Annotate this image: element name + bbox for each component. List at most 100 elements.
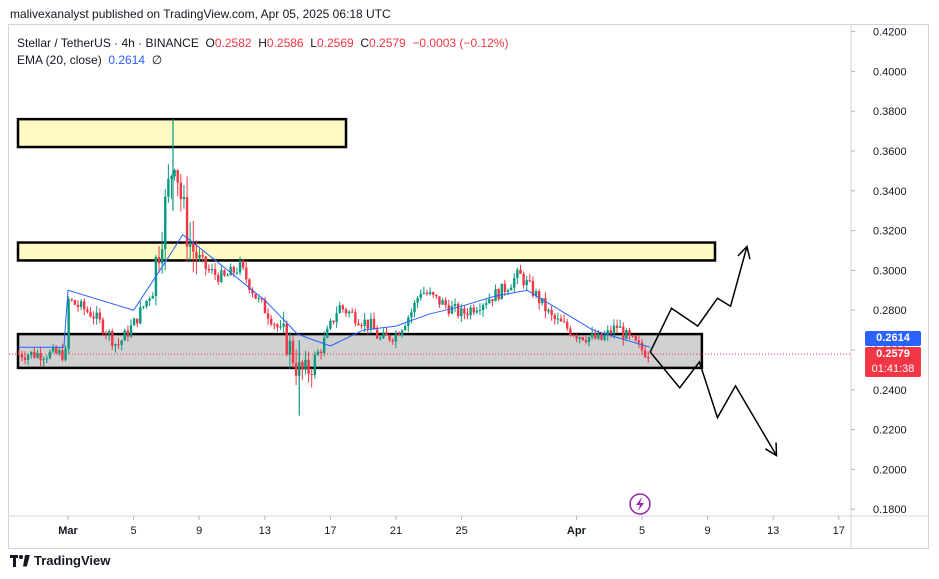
- candle-body: [316, 351, 320, 356]
- candle-body: [145, 300, 148, 307]
- chart-frame[interactable]: [8, 24, 929, 549]
- candle-body: [456, 303, 460, 317]
- candle-body: [319, 351, 323, 353]
- candle-body: [251, 290, 254, 294]
- chart-legend: Stellar / TetherUS · 4h · BINANCE O0.258…: [17, 35, 508, 69]
- candle-body: [640, 342, 644, 351]
- x-tick-label: 25: [455, 525, 467, 537]
- candle-body: [503, 283, 507, 292]
- candle-body: [188, 242, 192, 247]
- candle-body: [441, 300, 444, 305]
- ema-label[interactable]: EMA (20, close): [17, 53, 102, 67]
- candle-body: [472, 307, 475, 313]
- projection-down-arrow: [649, 351, 778, 456]
- low-value: 0.2569: [316, 36, 354, 50]
- candle-body: [39, 353, 42, 361]
- candle-body: [182, 197, 186, 200]
- lightning-icon: [629, 493, 651, 515]
- candle-body: [432, 292, 435, 295]
- y-tick-label: 0.3600: [873, 146, 907, 158]
- x-tick-label: 9: [196, 525, 202, 537]
- candle-body: [357, 323, 360, 326]
- candle-body: [618, 326, 622, 328]
- candle-body: [322, 337, 326, 353]
- candle-body: [288, 340, 292, 355]
- candle-body: [254, 293, 257, 299]
- candle-body: [460, 308, 463, 317]
- y-tick-label: 0.3800: [873, 106, 907, 118]
- last-price-tag: 0.2579: [865, 347, 921, 362]
- candle-body: [310, 374, 313, 376]
- candle-body: [622, 326, 625, 339]
- candle-body: [207, 268, 211, 271]
- candle-body: [634, 336, 637, 341]
- candle-body: [609, 330, 613, 334]
- candle-body: [51, 347, 55, 352]
- candle-body: [92, 316, 95, 319]
- ema-price-tag: 0.2614: [865, 331, 921, 346]
- candle-body: [606, 330, 609, 336]
- candle-body: [628, 330, 631, 336]
- candle-body: [354, 312, 357, 324]
- candle-body: [587, 337, 591, 343]
- candle-body: [413, 302, 416, 313]
- candle-body: [419, 293, 422, 298]
- candle-body: [578, 337, 581, 339]
- candle-body: [566, 322, 569, 329]
- tradingview-footer[interactable]: TradingView: [10, 553, 110, 568]
- candle-body: [531, 280, 535, 296]
- candle-body: [23, 357, 27, 360]
- x-tick-label: 13: [259, 525, 271, 537]
- candle-body: [70, 299, 73, 301]
- y-tick-label: 0.3200: [873, 226, 907, 238]
- candle-body: [559, 318, 563, 322]
- candle-body: [600, 333, 603, 340]
- candle-body: [151, 296, 154, 299]
- candle-body: [33, 351, 36, 358]
- x-tick-label: 17: [324, 525, 336, 537]
- candle-body: [372, 318, 376, 330]
- candle-body: [466, 313, 469, 316]
- candle-body: [375, 329, 379, 339]
- candle-body: [351, 311, 354, 313]
- candle-body: [575, 335, 578, 339]
- candle-body: [98, 312, 102, 320]
- candle-body: [241, 260, 245, 268]
- candle-body: [301, 362, 304, 370]
- candle-body: [176, 170, 179, 183]
- candle-body: [117, 344, 120, 346]
- candle-body: [332, 320, 335, 323]
- candle-body: [528, 280, 532, 282]
- candle-body: [631, 335, 634, 337]
- candle-body: [210, 269, 214, 271]
- candle-body: [291, 340, 295, 364]
- candle-body: [509, 287, 513, 291]
- symbol-label[interactable]: Stellar / TetherUS · 4h · BINANCE: [17, 36, 199, 50]
- y-tick-label: 0.2200: [873, 425, 907, 437]
- candle-body: [120, 340, 123, 345]
- y-tick-label: 0.3400: [873, 186, 907, 198]
- candle-body: [360, 325, 363, 327]
- candle-body: [107, 331, 111, 335]
- candle-body: [220, 270, 223, 282]
- candle-body: [260, 297, 264, 300]
- candle-body: [488, 299, 491, 304]
- zone-support: [16, 332, 704, 370]
- candle-body: [525, 280, 528, 286]
- candle-body: [544, 298, 547, 312]
- candle-body: [101, 319, 105, 334]
- candle-body: [326, 328, 329, 338]
- candle-body: [594, 333, 597, 339]
- candle-body: [637, 340, 641, 343]
- y-tick-label: 0.3000: [873, 265, 907, 277]
- candle-body: [26, 355, 30, 360]
- candle-body: [48, 351, 52, 359]
- candle-body: [285, 323, 288, 355]
- candle-body: [282, 323, 285, 327]
- candle-body: [142, 306, 145, 308]
- candle-body: [453, 303, 457, 306]
- projection-up-arrow: [649, 246, 748, 353]
- y-tick-label: 0.4000: [873, 66, 907, 78]
- candle-body: [173, 170, 176, 177]
